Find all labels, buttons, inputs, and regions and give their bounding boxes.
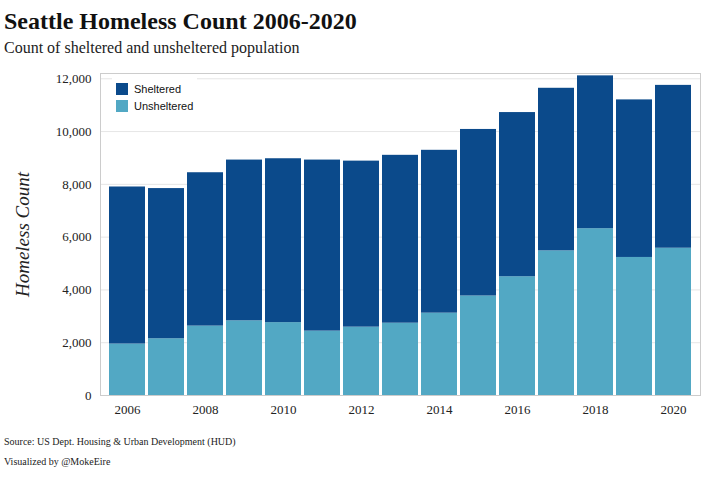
svg-text:4,000: 4,000	[62, 282, 91, 297]
svg-text:6,000: 6,000	[62, 229, 91, 244]
html-text:Seattle Homeless Count 2006-20: Seattle Homeless Count 2006-2020	[4, 8, 357, 34]
svg-text:2008: 2008	[193, 402, 219, 417]
svg-text:8,000: 8,000	[62, 177, 91, 192]
svg-text:2012: 2012	[349, 402, 375, 417]
html-text:Visualized by @MokeEire: Visualized by @MokeEire	[4, 456, 111, 467]
svg-text:0: 0	[85, 388, 92, 403]
html-text:Source: US Dept. Housing & Urb: Source: US Dept. Housing & Urban Develop…	[4, 436, 236, 447]
svg-text:2,000: 2,000	[62, 335, 91, 350]
svg-text:2020: 2020	[661, 402, 687, 417]
svg-text:2010: 2010	[271, 402, 297, 417]
svg-text:10,000: 10,000	[56, 124, 92, 139]
svg-text:2006: 2006	[115, 402, 142, 417]
svg-text:Homeless Count: Homeless Count	[12, 171, 33, 298]
svg-text:12,000: 12,000	[56, 71, 92, 86]
svg-text:2016: 2016	[505, 402, 532, 417]
html-text:Sheltered: Sheltered	[134, 82, 182, 95]
svg-text:2018: 2018	[583, 402, 609, 417]
html-text:Count of sheltered and unshelt: Count of sheltered and unsheltered popul…	[4, 39, 300, 56]
svg-text:2014: 2014	[427, 402, 454, 417]
html-text:Unsheltered: Unsheltered	[134, 99, 194, 112]
